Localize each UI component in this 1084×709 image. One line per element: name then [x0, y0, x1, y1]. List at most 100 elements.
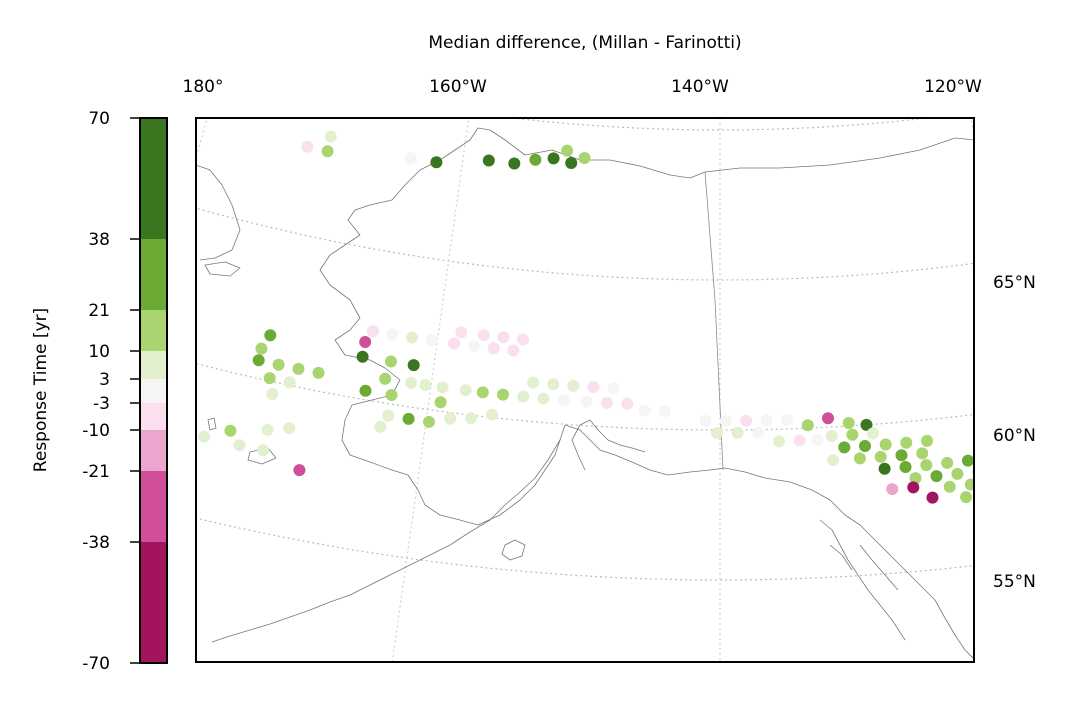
- data-point: [476, 386, 489, 399]
- data-point: [638, 404, 651, 417]
- data-point: [196, 453, 197, 457]
- data-point: [822, 412, 834, 425]
- data-point: [964, 478, 974, 491]
- lon-tick-label: 160°W: [429, 77, 487, 97]
- data-point: [943, 480, 956, 493]
- data-point: [547, 378, 560, 391]
- data-point: [517, 390, 530, 403]
- data-point: [561, 144, 574, 157]
- colorbar-bin: [140, 430, 167, 471]
- data-point: [455, 326, 468, 339]
- colorbar-label: Response Time [yr]: [31, 308, 51, 472]
- data-point: [899, 461, 912, 473]
- coastline-inlet: [571, 419, 646, 471]
- data-point: [198, 430, 211, 443]
- data-point: [487, 342, 500, 355]
- data-point: [467, 340, 480, 352]
- data-point: [404, 152, 417, 164]
- data-point: [752, 426, 765, 439]
- colorbar-tick-label: -21: [82, 462, 110, 482]
- data-point: [926, 491, 939, 504]
- data-point: [773, 435, 785, 448]
- data-point: [517, 333, 529, 346]
- data-point: [233, 439, 246, 452]
- data-point: [960, 491, 973, 504]
- data-point: [567, 379, 580, 392]
- data-point: [879, 438, 892, 451]
- data-point: [507, 344, 520, 357]
- data-point: [846, 428, 859, 441]
- data-point: [658, 405, 671, 418]
- colorbar-bin: [140, 310, 167, 351]
- data-point: [981, 489, 993, 501]
- data-point: [444, 412, 457, 425]
- colorbar-tick-label: -3: [93, 394, 110, 414]
- colorbar-tick-label: 38: [88, 230, 110, 250]
- data-point: [962, 454, 974, 467]
- data-point: [565, 157, 578, 169]
- data-point: [580, 395, 593, 408]
- data-point: [14, 437, 26, 449]
- data-point: [529, 153, 542, 166]
- data-point: [301, 140, 314, 153]
- colorbar-bin: [140, 351, 167, 379]
- colorbar-bin: [140, 542, 167, 663]
- data-point: [825, 430, 838, 442]
- data-point: [430, 156, 443, 169]
- data-point: [266, 388, 279, 400]
- data-point: [916, 447, 929, 460]
- data-point: [374, 420, 387, 433]
- data-point: [497, 388, 509, 401]
- map-frame: [195, 117, 975, 663]
- data-point: [263, 372, 276, 385]
- colorbar-bin: [140, 239, 167, 310]
- lat-tick-label: 65°N: [993, 273, 1036, 293]
- data-point: [711, 427, 724, 439]
- data-point: [283, 422, 296, 435]
- data-point: [53, 440, 65, 452]
- data-point: [257, 444, 270, 457]
- lat-tick-label: 60°N: [993, 426, 1036, 446]
- data-point: [508, 157, 521, 170]
- data-point: [385, 355, 397, 368]
- data-point: [118, 425, 130, 437]
- data-point: [465, 412, 477, 425]
- data-point: [382, 409, 395, 422]
- data-point: [860, 418, 873, 431]
- data-point: [255, 342, 268, 355]
- latitude-gridline: [507, 118, 933, 131]
- data-point: [1007, 473, 1019, 485]
- data-point: [497, 331, 510, 344]
- data-point: [921, 434, 933, 447]
- data-point: [920, 459, 933, 472]
- data-point: [909, 472, 922, 485]
- coastline-st-lawrence: [204, 261, 241, 277]
- data-point: [781, 413, 794, 426]
- data-point: [359, 384, 372, 397]
- colorbar-tick-label: -10: [82, 421, 110, 441]
- data-point: [587, 381, 600, 394]
- data-point: [607, 382, 620, 395]
- data-point: [366, 325, 379, 338]
- colorbar-tick-label: -70: [82, 654, 110, 674]
- data-point: [321, 145, 334, 158]
- data-point: [900, 436, 913, 449]
- chart-title: Median difference, (Millan - Farinotti): [428, 33, 741, 53]
- data-point: [601, 396, 613, 409]
- data-point: [486, 408, 499, 421]
- data-point: [801, 419, 814, 432]
- data-point: [356, 350, 369, 363]
- data-point: [719, 415, 732, 427]
- data-point: [983, 452, 995, 464]
- data-point: [425, 334, 438, 347]
- data-point: [459, 384, 472, 397]
- data-point: [842, 417, 855, 429]
- data-point: [907, 481, 920, 494]
- data-point: [359, 336, 372, 348]
- data-point: [547, 152, 560, 165]
- data-point: [1003, 486, 1015, 498]
- data-point: [385, 389, 398, 401]
- data-point: [482, 154, 495, 167]
- data-point: [886, 483, 899, 496]
